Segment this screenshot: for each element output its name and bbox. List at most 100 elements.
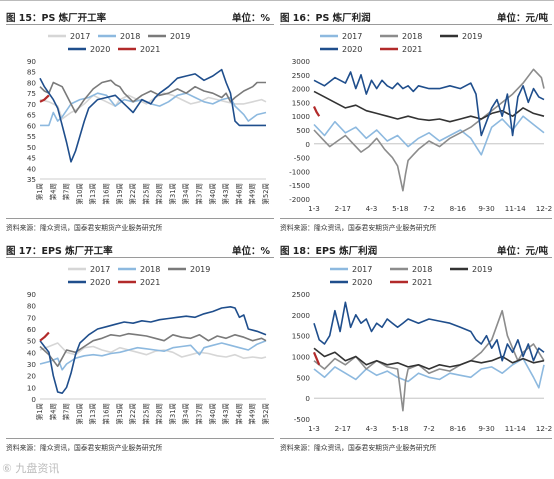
legend-label: 2021 bbox=[140, 278, 160, 287]
x-tick-label: 第10周 bbox=[75, 183, 84, 205]
y-tick-label: 70 bbox=[27, 100, 37, 109]
y-tick-label: 3000 bbox=[292, 57, 311, 66]
series-line-2019 bbox=[313, 90, 545, 123]
y-tick-label: 90 bbox=[27, 57, 37, 66]
legend-item-2017: 2017 bbox=[68, 265, 110, 274]
x-tick-label: 第46周 bbox=[234, 183, 243, 205]
x-tick-label: 7-2 bbox=[423, 424, 435, 433]
line-chart: 2017 2018 2019 2020 2021 -500 0 500 1000 1500 2000… bbox=[292, 265, 552, 433]
legend-item-2021: 2021 bbox=[118, 45, 160, 54]
legend-label: 2017 bbox=[352, 265, 372, 274]
legend-item-2019: 2019 bbox=[148, 32, 190, 41]
chart-panel-1: 图 15：PS 炼厂开工率 单位：% 2017 2018 2019 2020 2021 35 4… bbox=[6, 10, 274, 235]
x-tick-label: 第37周 bbox=[195, 183, 204, 205]
legend-label: 2018 bbox=[140, 265, 160, 274]
legend-item-2019: 2019 bbox=[450, 265, 492, 274]
chart-source: 资料来源：隆众资讯，国泰君安期货产业服务研究所 bbox=[6, 444, 163, 452]
legend-label: 2017 bbox=[342, 32, 362, 41]
x-tick-label: 1-3 bbox=[308, 424, 320, 433]
y-tick-label: 80 bbox=[27, 78, 37, 87]
x-tick-label: 第28周 bbox=[155, 403, 164, 425]
chart-source: 资料来源：隆众资讯，国泰君安期货产业服务研究所 bbox=[280, 444, 437, 452]
y-tick-label: -1500 bbox=[289, 181, 310, 190]
series-line-2020 bbox=[313, 71, 545, 137]
series-line-2017 bbox=[39, 342, 267, 359]
x-tick-label: 2-17 bbox=[335, 204, 351, 213]
y-tick-label: 10 bbox=[27, 383, 37, 392]
line-chart: 2017 2018 2019 2020 2021 0 10 20 30 40 50 60 70 80 90 第… bbox=[27, 265, 270, 425]
page-top-rule bbox=[0, 0, 554, 1]
x-tick-label: 第34周 bbox=[181, 183, 190, 205]
legend-label: 2017 bbox=[70, 32, 90, 41]
chart-panel-2: 图 16：PS 炼厂利润 单位：元/吨 2017 2018 2019 2020 2021 -2… bbox=[280, 10, 552, 235]
y-tick-label: 1000 bbox=[292, 112, 311, 121]
x-tick-label: 第43周 bbox=[221, 183, 230, 205]
y-tick-label: -1000 bbox=[289, 167, 310, 176]
legend-item-2021: 2021 bbox=[118, 278, 160, 287]
legend-label: 2019 bbox=[472, 265, 492, 274]
chart-unit: 单位：% bbox=[231, 13, 270, 24]
y-tick-label: 1500 bbox=[292, 332, 311, 341]
legend-label: 2021 bbox=[412, 278, 432, 287]
x-tick-label: 8-16 bbox=[450, 424, 467, 433]
y-tick-label: 0 bbox=[305, 140, 310, 149]
x-tick-label: 第19周 bbox=[115, 403, 124, 425]
series-line-2021 bbox=[39, 331, 50, 342]
legend-label: 2020 bbox=[90, 278, 110, 287]
chart-panel-4: 图 18：EPS 炼厂利润 单位：元/吨 2017 2018 2019 2020 2021 -… bbox=[280, 243, 552, 455]
x-tick-label: 第34周 bbox=[181, 403, 190, 425]
legend-label: 2018 bbox=[402, 32, 422, 41]
x-tick-label: 8-16 bbox=[450, 204, 467, 213]
legend-label: 2021 bbox=[140, 45, 160, 54]
series-line-2017 bbox=[313, 357, 545, 389]
source-rule bbox=[6, 218, 274, 219]
series-line-2019 bbox=[39, 79, 266, 114]
y-tick-label: 65 bbox=[27, 111, 36, 120]
y-tick-label: 2500 bbox=[292, 290, 311, 299]
x-tick-label: 9-30 bbox=[478, 424, 495, 433]
chart-source: 资料来源：隆众资讯，国泰君安期货产业服务研究所 bbox=[6, 224, 163, 232]
chart-title: 图 16：PS 炼厂利润 bbox=[280, 13, 371, 24]
legend-item-2019: 2019 bbox=[440, 32, 482, 41]
title-rule bbox=[280, 257, 552, 258]
x-tick-label: 第19周 bbox=[115, 183, 124, 205]
x-tick-label: 第52周 bbox=[261, 183, 270, 205]
y-tick-label: 85 bbox=[27, 68, 36, 77]
y-tick-label: 75 bbox=[27, 89, 36, 98]
x-tick-label: 第31周 bbox=[168, 403, 177, 425]
x-tick-label: 第49周 bbox=[248, 183, 257, 205]
x-tick-label: 第49周 bbox=[248, 403, 257, 425]
x-tick-label: 第25周 bbox=[141, 403, 150, 425]
x-tick-label: 第46周 bbox=[234, 403, 243, 425]
x-tick-label: 7-2 bbox=[423, 204, 435, 213]
x-tick-label: 第7周 bbox=[62, 403, 71, 420]
y-tick-label: 35 bbox=[27, 175, 36, 184]
legend-label: 2019 bbox=[190, 265, 210, 274]
y-tick-label: 2000 bbox=[292, 85, 311, 94]
line-chart: 2017 2018 2019 2020 2021 -2000 -1500 -1000 -500 0… bbox=[289, 32, 552, 213]
x-tick-label: 第28周 bbox=[155, 183, 164, 205]
series-line-2019 bbox=[313, 347, 545, 370]
y-tick-label: 90 bbox=[27, 290, 37, 299]
y-tick-label: 70 bbox=[27, 313, 37, 322]
x-tick-label: 第13周 bbox=[88, 183, 97, 205]
y-tick-label: 1500 bbox=[292, 98, 311, 107]
x-tick-label: 4-3 bbox=[366, 424, 378, 433]
series-line-2020 bbox=[39, 305, 267, 394]
x-tick-label: 11-14 bbox=[505, 204, 526, 213]
legend-item-2019: 2019 bbox=[168, 265, 210, 274]
x-tick-label: 4-3 bbox=[366, 204, 378, 213]
y-tick-label: 60 bbox=[27, 121, 37, 130]
x-tick-label: 第22周 bbox=[128, 403, 137, 425]
y-tick-label: 2500 bbox=[292, 71, 311, 80]
series-line-2021 bbox=[313, 106, 321, 117]
y-tick-label: 40 bbox=[27, 164, 37, 173]
series-line-2018 bbox=[313, 309, 545, 412]
series-line-2018 bbox=[313, 68, 545, 192]
source-rule bbox=[280, 218, 552, 219]
y-tick-label: -500 bbox=[294, 415, 311, 424]
x-tick-label: 第40周 bbox=[208, 183, 217, 205]
y-tick-label: 40 bbox=[27, 348, 37, 357]
x-tick-label: 第31周 bbox=[168, 183, 177, 205]
